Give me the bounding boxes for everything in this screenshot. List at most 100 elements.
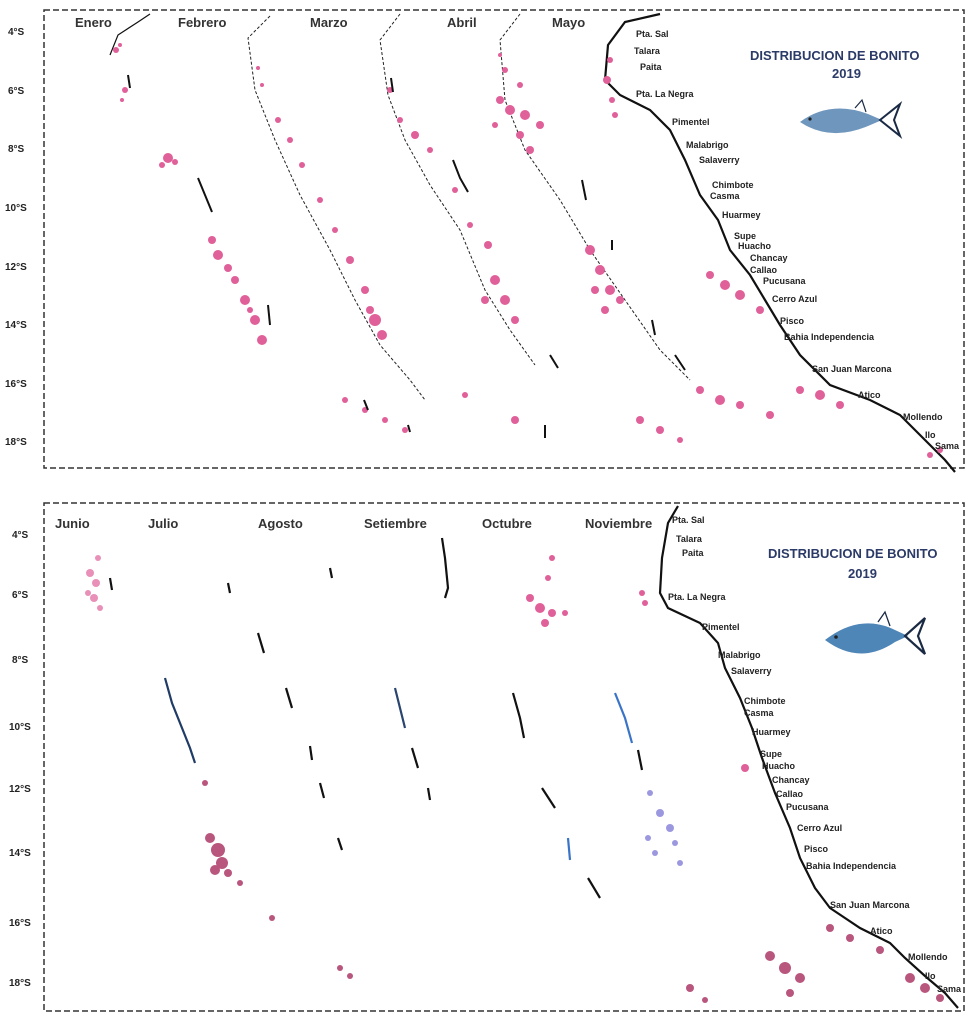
place-supe: Supe xyxy=(734,231,756,241)
place-supe: Supe xyxy=(760,749,782,759)
map-panel-jan-may: 4°S 6°S 8°S 10°S 12°S 14°S 16°S 18°S Ene… xyxy=(0,0,971,480)
month-label-agosto: Agosto xyxy=(258,516,303,531)
map-svg-top: 4°S 6°S 8°S 10°S 12°S 14°S 16°S 18°S Ene… xyxy=(5,9,965,473)
map-frame xyxy=(43,502,965,1012)
place-huacho: Huacho xyxy=(762,761,796,771)
month-label-junio: Junio xyxy=(55,516,90,531)
place-bahia-independencia: Bahia Independencia xyxy=(784,332,875,342)
map-title-year: 2019 xyxy=(848,566,877,581)
place-san-juan-marcona: San Juan Marcona xyxy=(812,364,893,374)
place-sama: Sama xyxy=(937,984,962,994)
place-pta-la-negra: Pta. La Negra xyxy=(636,89,695,99)
bonito-fish-icon xyxy=(800,98,903,140)
coastline-abril xyxy=(499,13,691,381)
place-callao: Callao xyxy=(776,789,804,799)
place-cerro-azul: Cerro Azul xyxy=(797,823,842,833)
fish-fin-icon xyxy=(877,610,891,627)
month-label-abril: Abril xyxy=(447,15,477,30)
place-paita: Paita xyxy=(640,62,663,72)
place-ilo: Ilo xyxy=(925,430,936,440)
month-label-octubre: Octubre xyxy=(482,516,532,531)
place-talara: Talara xyxy=(634,46,661,56)
place-paita: Paita xyxy=(682,548,705,558)
coastline-marzo xyxy=(379,13,536,366)
catch-points-bottom xyxy=(85,555,944,1003)
place-pisco: Pisco xyxy=(804,844,829,854)
coastline-enero xyxy=(109,13,151,56)
place-casma: Casma xyxy=(744,708,775,718)
lat-label-12s: 12°S xyxy=(5,262,27,273)
place-chimbote: Chimbote xyxy=(744,696,786,706)
map-svg-bottom: 4°S 6°S 8°S 10°S 12°S 14°S 16°S 18°S Jun… xyxy=(9,502,965,1012)
fish-tail-icon xyxy=(878,100,903,140)
lat-label-4s: 4°S xyxy=(12,530,29,541)
bonito-fish-icon xyxy=(825,610,927,655)
coastline-febrero xyxy=(247,15,426,401)
month-label-febrero: Febrero xyxy=(178,15,226,30)
place-pta-sal: Pta. Sal xyxy=(672,515,705,525)
place-ilo: Ilo xyxy=(925,971,936,981)
lat-label-14s: 14°S xyxy=(9,848,31,859)
place-pta-la-negra: Pta. La Negra xyxy=(668,592,727,602)
coastline-peru xyxy=(603,12,956,473)
place-san-juan-marcona: San Juan Marcona xyxy=(830,900,911,910)
map-frame xyxy=(43,9,965,469)
lat-label-8s: 8°S xyxy=(12,655,29,666)
place-malabrigo: Malabrigo xyxy=(718,650,761,660)
month-label-mayo: Mayo xyxy=(552,15,585,30)
lat-label-6s: 6°S xyxy=(8,86,25,97)
lat-label-18s: 18°S xyxy=(9,978,31,989)
place-talara: Talara xyxy=(676,534,703,544)
place-huarmey: Huarmey xyxy=(752,727,791,737)
place-mollendo: Mollendo xyxy=(908,952,948,962)
fish-body-icon xyxy=(825,623,908,654)
place-salaverry: Salaverry xyxy=(731,666,772,676)
place-salaverry: Salaverry xyxy=(699,155,740,165)
place-atico: Atico xyxy=(858,390,881,400)
coastline-peru xyxy=(658,505,959,1009)
map-title-year: 2019 xyxy=(832,66,861,81)
place-callao: Callao xyxy=(750,265,778,275)
fish-body-icon xyxy=(800,108,882,134)
fish-tail-icon xyxy=(903,617,927,655)
place-bahia-independencia: Bahia Independencia xyxy=(806,861,897,871)
lat-label-14s: 14°S xyxy=(5,320,27,331)
month-label-noviembre: Noviembre xyxy=(585,516,652,531)
month-label-enero: Enero xyxy=(75,15,112,30)
place-chancay: Chancay xyxy=(772,775,810,785)
fish-eye-icon xyxy=(808,117,812,121)
map-title: DISTRIBUCION DE BONITO xyxy=(768,546,938,561)
place-sama: Sama xyxy=(935,441,960,451)
lat-label-10s: 10°S xyxy=(5,203,27,214)
vessel-tracks-top xyxy=(127,74,686,438)
map-title: DISTRIBUCION DE BONITO xyxy=(750,48,920,63)
lat-label-16s: 16°S xyxy=(9,918,31,929)
month-label-marzo: Marzo xyxy=(310,15,348,30)
map-panel-jun-nov: 4°S 6°S 8°S 10°S 12°S 14°S 16°S 18°S Jun… xyxy=(0,498,971,1017)
place-pimentel: Pimentel xyxy=(702,622,740,632)
place-pimentel: Pimentel xyxy=(672,117,710,127)
lat-label-10s: 10°S xyxy=(9,722,31,733)
place-atico: Atico xyxy=(870,926,893,936)
place-chancay: Chancay xyxy=(750,253,788,263)
place-chimbote: Chimbote xyxy=(712,180,754,190)
catch-points-top xyxy=(113,43,943,458)
place-mollendo: Mollendo xyxy=(903,412,943,422)
fish-fin-icon xyxy=(854,98,867,113)
fish-eye-icon xyxy=(834,635,838,639)
place-casma: Casma xyxy=(710,191,741,201)
lat-label-18s: 18°S xyxy=(5,437,27,448)
place-pta-sal: Pta. Sal xyxy=(636,29,669,39)
lat-label-4s: 4°S xyxy=(8,27,25,38)
month-label-setiembre: Setiembre xyxy=(364,516,427,531)
place-cerro-azul: Cerro Azul xyxy=(772,294,817,304)
lat-label-12s: 12°S xyxy=(9,784,31,795)
vessel-tracks-bottom xyxy=(108,537,644,899)
place-pisco: Pisco xyxy=(780,316,805,326)
place-malabrigo: Malabrigo xyxy=(686,140,729,150)
lat-label-8s: 8°S xyxy=(8,144,25,155)
lat-label-16s: 16°S xyxy=(5,379,27,390)
place-huacho: Huacho xyxy=(738,241,772,251)
place-pucusana: Pucusana xyxy=(786,802,830,812)
lat-label-6s: 6°S xyxy=(12,590,29,601)
